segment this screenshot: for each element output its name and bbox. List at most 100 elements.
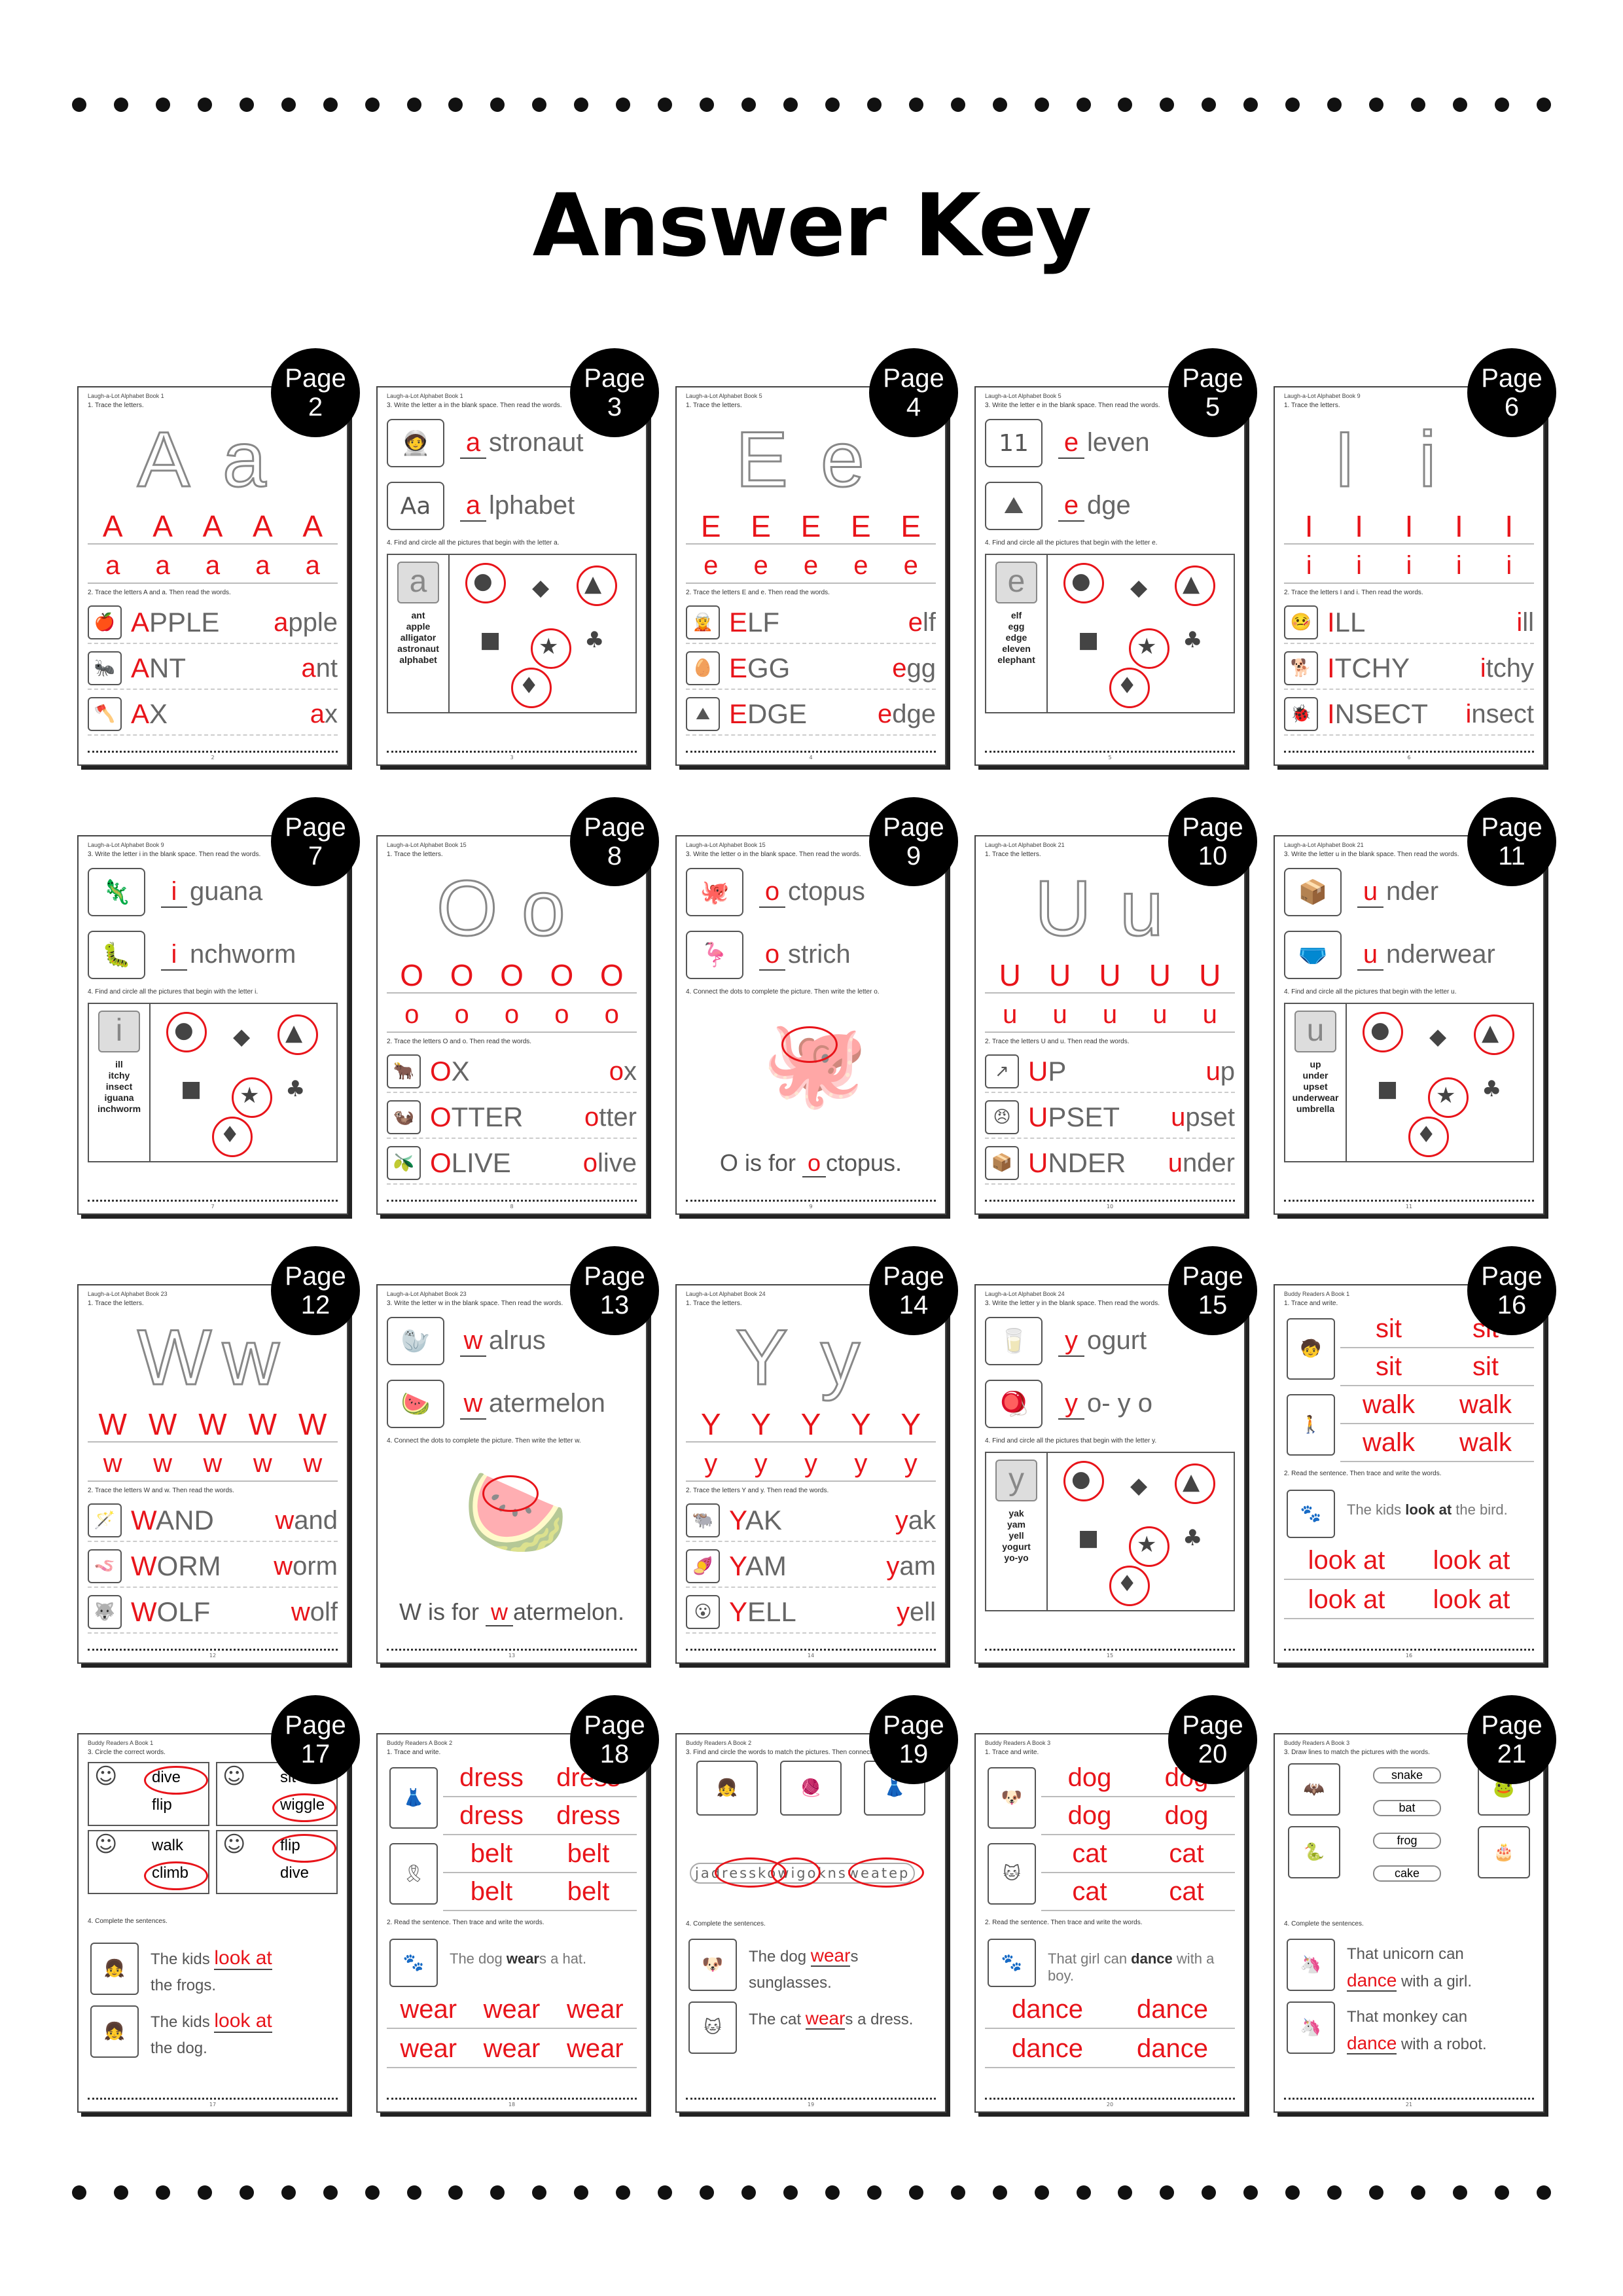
rest-of-word: and <box>294 1505 338 1535</box>
rest-of-word: ell <box>909 1597 936 1626</box>
word-picture: 🐃 <box>686 1503 720 1537</box>
filled-letter: w <box>460 1389 486 1420</box>
page-number: 3 <box>510 755 514 761</box>
page-badge: Page 13 <box>570 1246 659 1335</box>
traced-letter: E <box>901 509 921 543</box>
fill-row: 🍉 w atermelon <box>387 1376 637 1432</box>
fill-row: 📦 u nder <box>1284 864 1534 920</box>
instruction-1: 3. Draw lines to match the pictures with… <box>1284 1749 1430 1756</box>
first-letter: I <box>1327 607 1335 637</box>
word-remainder: atermelon <box>489 1388 605 1418</box>
word-remainder: strich <box>788 939 851 969</box>
sentence-text: the dog. <box>151 2039 207 2057</box>
traced-word: dress <box>459 1763 524 1792</box>
filled-letter: o <box>802 1149 826 1177</box>
border-dot <box>365 98 380 112</box>
traced-letter: a <box>305 551 320 580</box>
border-dot <box>1411 2185 1425 2200</box>
traced-word: dance <box>1137 1995 1208 2024</box>
worksheet-header: Laugh-a-Lot Alphabet Book 5 <box>686 393 762 399</box>
rest-of-word: ak <box>908 1505 936 1535</box>
lowercase-word: ox <box>533 1057 637 1086</box>
choice-word: flip <box>152 1796 172 1814</box>
sentence-picture: 👧 <box>90 1943 139 1995</box>
letter-tile: u <box>1294 1011 1336 1052</box>
trace-write-row: belt belt <box>443 1873 637 1911</box>
answer-circle <box>1408 1117 1449 1157</box>
traced-letter: e <box>903 551 918 580</box>
traced-letter: o <box>404 1000 419 1029</box>
capital-word: ILL <box>1327 607 1431 638</box>
traced-letter: I <box>1404 509 1414 543</box>
outline-capital-letter: W <box>136 1314 212 1401</box>
instruction-2: 2. Trace the letters W and w. Then read … <box>88 1487 234 1494</box>
border-dot <box>1118 98 1133 112</box>
page-badge-number: 2 <box>308 393 323 422</box>
border-dot <box>908 2185 923 2200</box>
page-badge-number: 10 <box>1198 842 1228 870</box>
instruction-2: 2. Trace the letters I and i. Then read … <box>1284 589 1423 596</box>
worksheet-header: Laugh-a-Lot Alphabet Book 15 <box>686 842 766 848</box>
trace-write-row: wear wear wear <box>387 2030 637 2068</box>
sentence-text: That monkey can <box>1347 2008 1468 2026</box>
traced-letter: e <box>853 551 868 580</box>
traced-word: wear <box>566 2034 624 2063</box>
answer-circle <box>1063 563 1104 603</box>
first-letter: y <box>896 1597 910 1626</box>
outline-lowercase-letter: o <box>521 865 567 952</box>
traced-letter: O <box>500 958 524 992</box>
rest-of-word: NT <box>149 653 187 683</box>
filled-answer: look at <box>214 1947 272 1970</box>
traced-letter: w <box>303 1449 323 1478</box>
answer-circle <box>272 1834 336 1863</box>
sentence-text: with a girl. <box>1397 1973 1472 1990</box>
page-badge-word: Page <box>1481 1262 1543 1291</box>
word-row: 🪄 WAND wand <box>88 1500 338 1542</box>
answer-circle <box>232 1077 272 1118</box>
word-remainder: stronaut <box>489 427 584 457</box>
worksheet-card: Page 13 Laugh-a-Lot Alphabet Book 23 3. Wri… <box>376 1246 659 1664</box>
rest-of-word: AM <box>745 1551 787 1581</box>
picture-icon: ◆ <box>1429 1024 1447 1050</box>
answer-circle <box>531 628 571 669</box>
picture-icon: ■ <box>1078 627 1099 653</box>
rest-of-word: x <box>624 1056 637 1086</box>
page-number: 7 <box>211 1204 215 1210</box>
word-list-item: elf <box>1010 610 1022 620</box>
lowercase-word: upset <box>1132 1103 1235 1132</box>
rest-of-word: dge <box>892 699 936 728</box>
page-badge-number: 17 <box>300 1740 330 1768</box>
match-word: snake <box>1373 1767 1441 1784</box>
trace-write-row: walk walk <box>1340 1424 1534 1462</box>
first-letter: W <box>131 1596 157 1627</box>
lowercase-word: insect <box>1431 700 1535 729</box>
word-row: 🪓 AX ax <box>88 694 338 736</box>
sentence-keyword: wear <box>506 1950 539 1967</box>
capital-word: UPSET <box>1028 1102 1132 1133</box>
border-dot <box>72 2185 86 2200</box>
word-list-item: yell <box>1008 1530 1024 1541</box>
filled-letter: u <box>1357 940 1383 971</box>
trace-write-row: dance dance <box>985 1991 1235 2029</box>
word-list-item: yak <box>1008 1508 1024 1518</box>
trace-write-row: look at look at <box>1284 1581 1534 1619</box>
instruction-1: 3. Write the letter u in the blank space… <box>1284 851 1459 858</box>
traced-letter: E <box>851 509 871 543</box>
instruction-2: 4. Complete the sentences. <box>686 1920 766 1928</box>
worksheet-header: Laugh-a-Lot Alphabet Book 21 <box>985 842 1065 848</box>
page-badge: Page 9 <box>869 797 958 886</box>
completed-sentence: The kids look at the frogs. <box>151 1945 338 1999</box>
lowercase-word: wolf <box>234 1598 338 1627</box>
capital-word: WOLF <box>131 1596 234 1628</box>
fill-picture: 🐙 <box>686 868 743 916</box>
border-dot <box>658 98 673 112</box>
word-picture: 🐱 <box>988 1843 1036 1905</box>
match-picture-right: 🎂 <box>1478 1826 1530 1878</box>
find-and-circle-box: i ill itchy insect iguana inchworm ● ◆ ▲ ■ ★ ♣ ♦ <box>88 1003 338 1162</box>
answer-circle <box>482 1475 539 1512</box>
picture-icon: ■ <box>181 1076 202 1102</box>
traced-word: dance <box>1012 2034 1083 2063</box>
answer-circle <box>465 563 506 603</box>
worksheet-header: Laugh-a-Lot Alphabet Book 24 <box>985 1291 1065 1297</box>
match-picture-left: 🦇 <box>1288 1763 1340 1816</box>
